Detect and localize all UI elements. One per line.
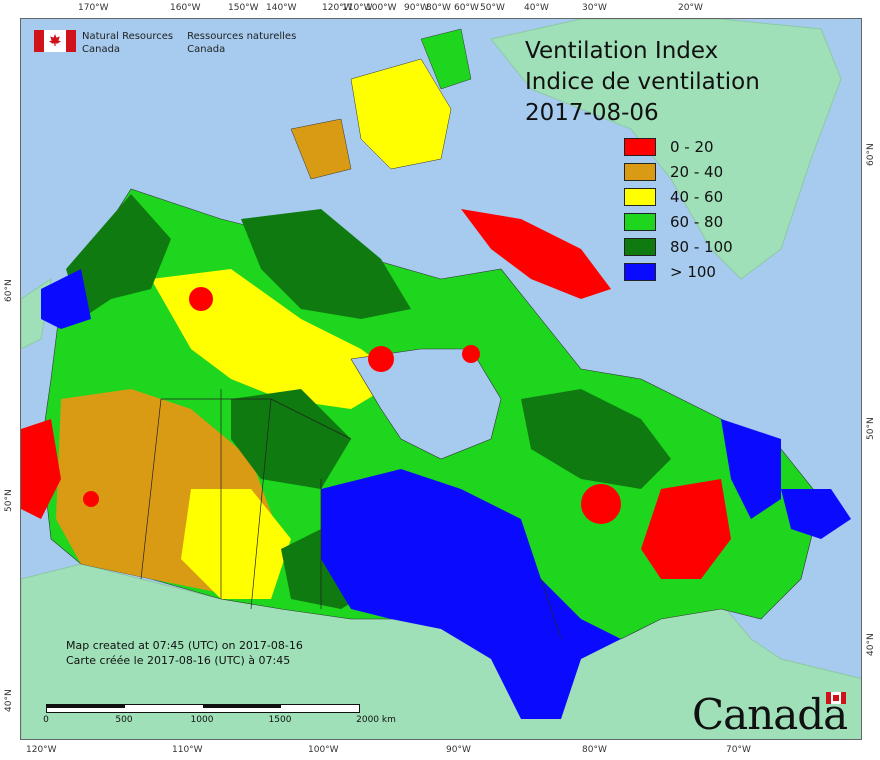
tick-label: 80°W: [426, 3, 451, 13]
tick-label: 70°W: [726, 745, 751, 755]
scale-label: 1000: [190, 715, 214, 725]
tick-label: 100°W: [366, 3, 397, 13]
tick-label: 160°W: [170, 3, 201, 13]
tick-label: 50°N: [866, 417, 876, 440]
zone-0-20-spot: [368, 346, 394, 372]
tick-label: 110°W: [172, 745, 203, 755]
scale-label: 0: [43, 715, 49, 725]
legend-label: 60 - 80: [670, 212, 724, 231]
title-fr: Indice de ventilation: [525, 69, 760, 95]
tick-label: 60°N: [4, 279, 14, 302]
creation-note-fr: Carte créée le 2017-08-16 (UTC) à 07:45: [66, 654, 291, 667]
zone-0-20-spot: [581, 484, 621, 524]
agency-logo: Natural Resources Canada Ressources natu…: [34, 30, 310, 56]
zone-40-60-west: [151, 269, 401, 409]
zone-0-20-spot: [83, 491, 99, 507]
agency-en-line1: Natural Resources: [82, 31, 174, 42]
tick-label: 120°W: [322, 3, 353, 13]
tick-label: 150°W: [228, 3, 259, 13]
legend-item: 20 - 40: [624, 159, 733, 184]
legend-swatch: [624, 137, 656, 156]
hudson-bay: [350, 348, 502, 460]
legend-label: 40 - 60: [670, 187, 724, 206]
legend-label: 0 - 20: [670, 137, 714, 156]
map-canvas: [21, 19, 861, 739]
agency-fr-line2: Canada: [187, 44, 226, 55]
scale-bar: 0 500 1000 1500 2000 km: [43, 704, 406, 727]
zone-0-20-spot: [462, 345, 480, 363]
title-en: Ventilation Index: [525, 38, 719, 64]
tick-label: 40°W: [524, 3, 549, 13]
zone-gt-100-newfoundland: [781, 489, 851, 539]
zone-gt-100-yukon: [41, 269, 91, 329]
tick-label: 20°W: [678, 3, 703, 13]
tick-label: 40°N: [4, 689, 14, 712]
legend-swatch: [624, 162, 656, 181]
tick-label: 170°W: [78, 3, 109, 13]
legend-item: 40 - 60: [624, 184, 733, 209]
ventilation-index-map: [20, 18, 862, 740]
zone-80-100-central: [231, 389, 351, 489]
agency-name-fr: Ressources naturelles Canada: [187, 30, 296, 56]
tick-label: 50°N: [4, 489, 14, 512]
legend-swatch: [624, 237, 656, 256]
canada-flag-icon: [34, 30, 76, 52]
zone-40-60-south: [181, 489, 291, 599]
arctic-islands-yellow: [350, 58, 452, 170]
title-date: 2017-08-06: [525, 100, 659, 126]
tick-label: 50°W: [480, 3, 505, 13]
tick-label: 90°W: [446, 745, 471, 755]
tick-label: 140°W: [266, 3, 297, 13]
zone-80-100-nw: [66, 194, 171, 319]
legend-label: > 100: [670, 262, 716, 281]
tick-label: 90°W: [404, 3, 429, 13]
legend-label: 80 - 100: [670, 237, 733, 256]
legend-item: 80 - 100: [624, 234, 733, 259]
scale-track: [46, 704, 360, 713]
tick-label: 60°W: [454, 3, 479, 13]
canada-wordmark: Canada: [692, 690, 848, 739]
scale-label: 500: [115, 715, 133, 725]
map-title: Ventilation Index Indice de ventilation …: [525, 36, 760, 129]
zone-gt-100-ontario: [321, 469, 621, 719]
province-boundaries: [140, 389, 562, 640]
scale-label: 2000 km: [356, 715, 396, 725]
zone-80-100-arctic: [241, 209, 411, 319]
zone-gt-100-labrador: [721, 419, 781, 519]
zone-0-20-bc-coast: [21, 419, 61, 519]
zone-0-20-baffin: [461, 209, 611, 299]
legend-item: 60 - 80: [624, 209, 733, 234]
creation-note: Map created at 07:45 (UTC) on 2017-08-16…: [66, 638, 303, 668]
agency-fr-line1: Ressources naturelles: [187, 31, 297, 42]
legend-swatch: [624, 262, 656, 281]
greenland-landmass: [490, 19, 842, 280]
tick-label: 40°N: [866, 633, 876, 656]
scale-label: 1500: [268, 715, 292, 725]
tick-label: 100°W: [308, 745, 339, 755]
legend-item: 0 - 20: [624, 134, 733, 159]
arctic-islands-green: [420, 28, 472, 90]
legend-item: > 100: [624, 259, 733, 284]
legend: 0 - 20 20 - 40 40 - 60 60 - 80 80 - 100 …: [624, 134, 733, 284]
agency-name-en: Natural Resources Canada: [82, 30, 173, 56]
wordmark-flag-icon: [826, 692, 846, 704]
tick-label: 80°W: [582, 745, 607, 755]
legend-swatch: [624, 212, 656, 231]
zone-80-100-quebec: [521, 389, 671, 489]
legend-label: 20 - 40: [670, 162, 724, 181]
arctic-islands-mixed: [290, 118, 352, 180]
tick-label: 30°W: [582, 3, 607, 13]
tick-label: 110°W: [342, 3, 373, 13]
creation-note-en: Map created at 07:45 (UTC) on 2017-08-16: [66, 639, 303, 652]
scale-labels: 0 500 1000 1500 2000 km: [43, 713, 406, 727]
tick-label: 60°N: [866, 143, 876, 166]
legend-swatch: [624, 187, 656, 206]
zone-0-20-spot: [189, 287, 213, 311]
zone-0-20-quebec: [641, 479, 731, 579]
tick-label: 120°W: [26, 745, 57, 755]
agency-en-line2: Canada: [82, 44, 121, 55]
